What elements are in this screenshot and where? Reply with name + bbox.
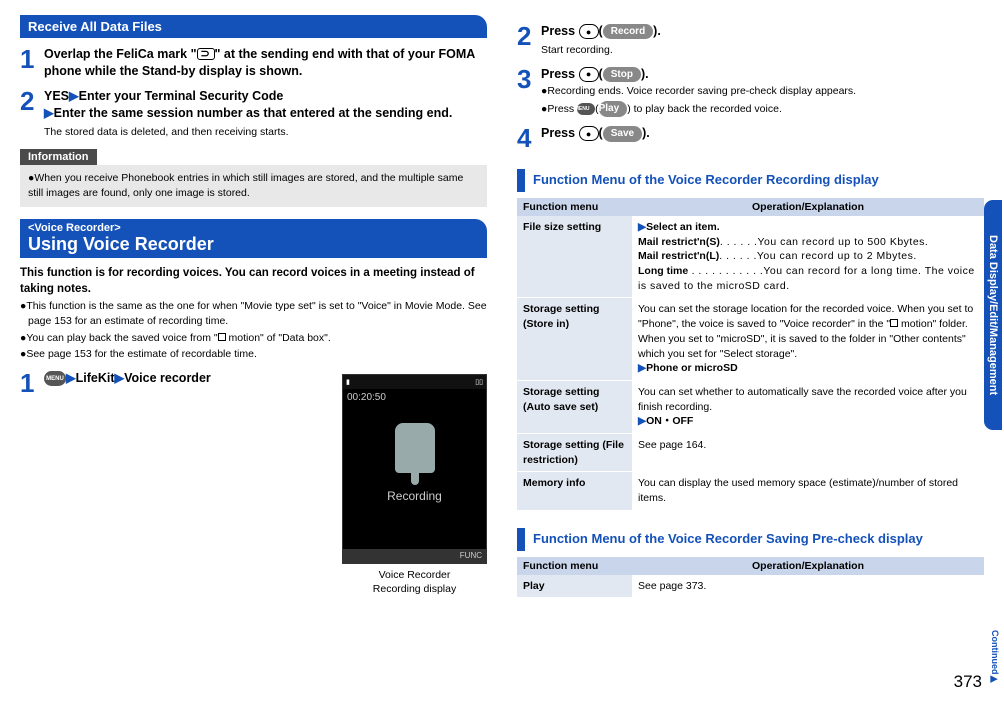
step-body: Press ●(Stop). ●Recording ends. Voice re… — [541, 66, 984, 118]
key-label-save: Save — [603, 126, 642, 142]
table-cell-name: Storage setting (Store in) — [517, 298, 632, 380]
section-tag: <Voice Recorder> — [28, 222, 479, 234]
vr-step-1: 1 MENU▶LifeKit▶Voice recorder ▮▯▯ 00:20:… — [20, 370, 487, 596]
menu-key-icon: MENU — [577, 103, 595, 115]
phone-screenshot: ▮▯▯ 00:20:50 Recording FUNC — [342, 374, 487, 564]
step-text: LifeKit — [76, 371, 115, 385]
table-cell-name: File size setting — [517, 216, 632, 298]
vr-step-3: 3 Press ●(Stop). ●Recording ends. Voice … — [517, 66, 984, 118]
step-body: Press ●(Save). — [541, 125, 984, 151]
section-heading-voice-recorder: <Voice Recorder> Using Voice Recorder — [20, 219, 487, 259]
table-cell-op: You can display the used memory space (e… — [632, 472, 984, 510]
center-key-icon: ● — [579, 24, 599, 39]
felica-icon — [197, 48, 215, 60]
intro-bullet: ●See page 153 for the estimate of record… — [20, 347, 487, 362]
key-label-record: Record — [603, 24, 653, 40]
intro-bullet: ●This function is the same as the one fo… — [20, 299, 487, 328]
table-header-function: Function menu — [517, 198, 632, 216]
step-text: Press — [541, 126, 575, 140]
step-number: 2 — [20, 88, 44, 139]
page-number: 373 — [954, 672, 982, 692]
center-key-icon: ● — [579, 67, 599, 82]
step-subtext: The stored data is deleted, and then rec… — [44, 125, 487, 140]
center-key-icon: ● — [579, 126, 599, 141]
step-body: Press ●(Record). Start recording. — [541, 23, 984, 58]
key-label-play: Play — [599, 101, 628, 117]
intro-text: This function is for recording voices. Y… — [20, 266, 487, 297]
vr-step-4: 4 Press ●(Save). — [517, 125, 984, 151]
step-number: 2 — [517, 23, 541, 58]
function-menu-table-precheck: Function menu Operation/Explanation Play… — [517, 557, 984, 598]
screenshot-timer: 00:20:50 — [343, 389, 486, 406]
intro-bullet: ●You can play back the saved voice from … — [20, 331, 487, 346]
key-label-stop: Stop — [603, 67, 641, 83]
step-bullet: ●Press MENU(Play) to play back the recor… — [541, 101, 984, 117]
screenshot-recording-label: Recording — [387, 489, 442, 503]
mic-icon — [395, 423, 435, 473]
table-cell-op: See page 164. — [632, 433, 984, 471]
function-menu-table-recording: Function menu Operation/Explanation File… — [517, 198, 984, 510]
screenshot-container: ▮▯▯ 00:20:50 Recording FUNC Voice Record… — [342, 370, 487, 596]
step-text: Voice recorder — [124, 371, 211, 385]
section-heading-receive: Receive All Data Files — [20, 15, 487, 38]
step-1: 1 Overlap the FeliCa mark "" at the send… — [20, 46, 487, 80]
vr-step-2: 2 Press ●(Record). Start recording. — [517, 23, 984, 58]
table-header-operation: Operation/Explanation — [632, 557, 984, 575]
i-motion-icon — [218, 333, 226, 341]
step-text: Enter the same session number as that en… — [54, 106, 453, 120]
step-body: MENU▶LifeKit▶Voice recorder — [44, 370, 342, 387]
step-text: YES — [44, 89, 69, 103]
menu-key-icon: MENU — [44, 371, 66, 386]
function-menu-heading-precheck: Function Menu of the Voice Recorder Savi… — [517, 528, 984, 551]
screenshot-bottombar: FUNC — [343, 549, 486, 563]
table-cell-op: You can set whether to automatically sav… — [632, 380, 984, 433]
table-cell-name: Memory info — [517, 472, 632, 510]
function-menu-heading-recording: Function Menu of the Voice Recorder Reco… — [517, 169, 984, 192]
table-cell-op: See page 373. — [632, 575, 984, 598]
screenshot-caption: Voice RecorderRecording display — [342, 569, 487, 596]
step-text: Enter your Terminal Security Code — [79, 89, 284, 103]
step-number: 3 — [517, 66, 541, 118]
continued-label: Continued▶ — [990, 630, 1000, 685]
table-cell-name: Play — [517, 575, 632, 598]
section-title: Using Voice Recorder — [28, 234, 479, 256]
information-label: Information — [20, 149, 97, 165]
step-number: 1 — [20, 370, 44, 396]
table-header-operation: Operation/Explanation — [632, 198, 984, 216]
information-block: Information ●When you receive Phonebook … — [20, 139, 487, 206]
table-cell-op: ▶Select an item. Mail restrict'n(S). . .… — [632, 216, 984, 298]
sidebar-tab: Data Display/Edit/Management — [984, 200, 1002, 430]
table-header-function: Function menu — [517, 557, 632, 575]
step-2: 2 YES▶Enter your Terminal Security Code … — [20, 88, 487, 139]
step-subtext: Start recording. — [541, 43, 984, 58]
screenshot-topbar: ▮▯▯ — [343, 375, 486, 389]
table-cell-name: Storage setting (File restriction) — [517, 433, 632, 471]
information-text: ●When you receive Phonebook entries in w… — [20, 165, 487, 206]
i-motion-icon — [890, 319, 898, 327]
step-body: Overlap the FeliCa mark "" at the sendin… — [44, 46, 487, 80]
step-text: Press — [541, 67, 575, 81]
step-number: 1 — [20, 46, 44, 80]
step-body: YES▶Enter your Terminal Security Code ▶E… — [44, 88, 487, 139]
step-number: 4 — [517, 125, 541, 151]
step-bullet: ●Recording ends. Voice recorder saving p… — [541, 84, 984, 99]
table-cell-op: You can set the storage location for the… — [632, 298, 984, 380]
step-text: Press — [541, 24, 575, 38]
table-cell-name: Storage setting (Auto save set) — [517, 380, 632, 433]
